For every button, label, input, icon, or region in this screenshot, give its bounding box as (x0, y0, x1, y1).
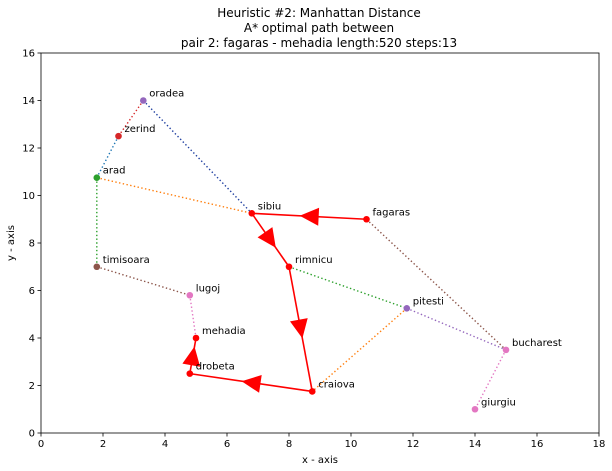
x-tick-label-2: 2 (100, 439, 106, 450)
y-axis-ticks: 0 2 4 6 8 10 12 14 16 (22, 49, 41, 440)
city-label-timisoara: timisoara (103, 255, 150, 266)
city-label-arad: arad (103, 166, 126, 177)
city-label-oradea: oradea (149, 89, 184, 100)
city-point-pitesti (403, 305, 411, 312)
path-arrow-craiova-drobeta (241, 375, 262, 393)
x-tick-label-14: 14 (469, 439, 482, 450)
chart-title-line-2: A* optimal path between (244, 21, 394, 35)
city-point-arad (93, 174, 101, 181)
city-point-mehadia (192, 334, 200, 342)
y-tick-label-14: 14 (22, 96, 35, 107)
x-tick-label-16: 16 (531, 439, 544, 450)
labels-layer: oradea zerind arad sibiu fagaras timisoara rim… (103, 89, 562, 409)
y-tick-label-12: 12 (22, 144, 35, 155)
city-point-craiova (308, 388, 316, 395)
city-point-sibiu (248, 210, 256, 217)
x-tick-label-6: 6 (224, 439, 230, 450)
city-point-giurgiu (471, 405, 479, 413)
x-axis-label: x - axis (302, 455, 338, 466)
path-arrow-rimnicu-craiova (290, 318, 308, 339)
x-tick-label-0: 0 (38, 439, 44, 450)
chart-title-line-1: Heuristic #2: Manhattan Distance (217, 6, 420, 20)
x-tick-label-4: 4 (162, 439, 168, 450)
x-tick-label-18: 18 (593, 439, 606, 450)
y-tick-label-4: 4 (29, 334, 35, 345)
x-tick-label-8: 8 (286, 439, 292, 450)
city-point-lugoj (186, 291, 194, 299)
x-axis-ticks: 0 2 4 6 8 10 12 14 16 18 (38, 433, 606, 450)
city-point-oradea (140, 97, 147, 104)
city-label-sibiu: sibiu (258, 201, 281, 212)
city-point-timisoara (93, 263, 101, 271)
path-arrow-fagaras-sibiu (299, 207, 320, 226)
edge-fagaras-bucharest (366, 218, 507, 351)
city-point-drobeta (186, 370, 194, 377)
points-layer (93, 97, 510, 413)
edge-timisoara-lugoj (96, 266, 191, 296)
x-tick-label-12: 12 (407, 439, 420, 450)
city-point-zerind (115, 132, 122, 140)
edge-oradea-sibiu (142, 100, 253, 214)
path-layer (182, 207, 367, 393)
city-label-drobeta: drobeta (196, 362, 235, 373)
chart-title-line-3: pair 2: fagaras - mehadia length:520 ste… (181, 36, 457, 50)
city-label-craiova: craiova (318, 379, 355, 390)
y-tick-label-0: 0 (29, 429, 35, 440)
city-label-lugoj: lugoj (196, 283, 220, 294)
city-point-bucharest (502, 346, 510, 354)
city-label-giurgiu: giurgiu (481, 397, 516, 408)
city-label-fagaras: fagaras (373, 207, 411, 218)
y-tick-label-16: 16 (22, 49, 35, 60)
y-tick-label-2: 2 (29, 381, 35, 392)
city-label-bucharest: bucharest (512, 338, 562, 349)
y-tick-label-6: 6 (29, 286, 35, 297)
city-label-rimnicu: rimnicu (295, 255, 333, 266)
edge-pitesti-bucharest (406, 307, 507, 351)
city-label-pitesti: pitesti (413, 296, 444, 307)
x-tick-label-10: 10 (345, 439, 358, 450)
edges-layer (96, 100, 507, 410)
city-label-zerind: zerind (125, 124, 156, 135)
chart-title: Heuristic #2: Manhattan Distance A* opti… (181, 6, 457, 50)
path-arrow-drobeta-mehadia (182, 346, 201, 367)
y-axis-label: y - axis (6, 225, 17, 261)
edge-zerind-arad (96, 135, 120, 179)
path-arrow-sibiu-rimnicu (257, 227, 276, 248)
city-point-fagaras (363, 215, 370, 223)
y-tick-label-10: 10 (22, 191, 35, 202)
city-point-rimnicu (285, 263, 293, 271)
y-tick-label-8: 8 (29, 239, 35, 250)
city-label-mehadia: mehadia (202, 326, 246, 337)
